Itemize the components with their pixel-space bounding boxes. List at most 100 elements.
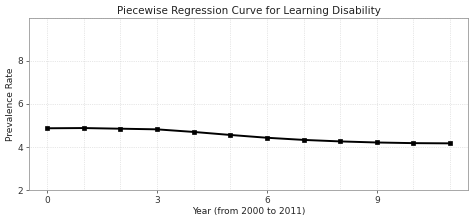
- Point: [373, 89, 381, 93]
- X-axis label: Year (from 2000 to 2011): Year (from 2000 to 2011): [192, 207, 305, 216]
- Point: [117, 90, 124, 94]
- Point: [154, 152, 162, 156]
- Point: [191, 114, 198, 117]
- Point: [153, 63, 160, 66]
- Point: [191, 168, 198, 172]
- Point: [80, 154, 88, 157]
- Point: [409, 135, 416, 139]
- Point: [446, 112, 454, 116]
- Point: [410, 73, 417, 76]
- Point: [336, 113, 343, 117]
- Point: [44, 188, 51, 192]
- Point: [152, 171, 159, 175]
- Point: [298, 170, 306, 173]
- Point: [411, 170, 419, 174]
- Point: [337, 79, 345, 82]
- Point: [447, 81, 455, 85]
- Point: [301, 98, 308, 101]
- Point: [154, 86, 161, 90]
- Point: [226, 94, 233, 98]
- Point: [411, 65, 419, 69]
- Point: [190, 82, 197, 86]
- Point: [263, 74, 270, 77]
- Point: [152, 119, 159, 122]
- Point: [43, 33, 50, 37]
- Point: [190, 31, 198, 34]
- Point: [226, 54, 233, 58]
- Point: [300, 176, 307, 180]
- Point: [43, 89, 50, 92]
- Point: [226, 137, 234, 140]
- Point: [81, 122, 89, 126]
- Point: [226, 32, 233, 36]
- Point: [190, 188, 198, 192]
- Point: [189, 86, 197, 90]
- Point: [153, 161, 160, 164]
- Point: [227, 103, 234, 106]
- Point: [225, 80, 233, 83]
- Point: [373, 72, 380, 75]
- Point: [79, 162, 87, 166]
- Point: [79, 46, 87, 50]
- Point: [373, 168, 381, 172]
- Point: [299, 56, 307, 59]
- Point: [374, 65, 382, 68]
- Point: [45, 177, 52, 180]
- Point: [264, 138, 272, 142]
- Point: [411, 151, 419, 155]
- Point: [337, 139, 345, 143]
- Point: [301, 82, 309, 85]
- Point: [337, 170, 345, 174]
- Point: [374, 113, 381, 117]
- Point: [264, 113, 271, 116]
- Point: [189, 152, 196, 156]
- Point: [227, 38, 234, 42]
- Point: [227, 89, 235, 92]
- Point: [337, 103, 345, 106]
- Point: [301, 30, 308, 34]
- Point: [43, 137, 51, 141]
- Point: [79, 57, 86, 61]
- Point: [118, 137, 125, 141]
- Point: [189, 162, 196, 165]
- Point: [301, 90, 309, 94]
- Point: [42, 170, 50, 174]
- Point: [410, 185, 418, 188]
- Point: [335, 96, 343, 100]
- Point: [264, 160, 271, 164]
- Point: [225, 160, 233, 163]
- Point: [411, 147, 419, 151]
- Point: [373, 151, 380, 155]
- Point: [445, 121, 453, 125]
- Point: [337, 187, 345, 191]
- Point: [445, 39, 453, 43]
- Point: [410, 56, 418, 59]
- Point: [373, 177, 380, 180]
- Point: [262, 178, 270, 182]
- Point: [43, 73, 50, 76]
- Point: [301, 129, 309, 133]
- Point: [116, 161, 124, 164]
- Point: [374, 161, 382, 164]
- Point: [152, 114, 160, 117]
- Point: [79, 169, 86, 173]
- Point: [263, 55, 270, 59]
- Point: [115, 119, 123, 123]
- Point: [154, 54, 161, 57]
- Point: [117, 152, 124, 156]
- Point: [228, 114, 235, 118]
- Point: [337, 177, 344, 181]
- Point: [80, 66, 87, 69]
- Point: [79, 144, 87, 148]
- Point: [43, 82, 51, 85]
- Point: [447, 70, 455, 74]
- Point: [446, 187, 454, 191]
- Point: [445, 46, 453, 50]
- Point: [80, 80, 87, 83]
- Point: [155, 49, 162, 52]
- Point: [448, 171, 456, 174]
- Point: [116, 46, 123, 50]
- Point: [337, 119, 344, 123]
- Point: [446, 130, 454, 134]
- Point: [81, 186, 89, 190]
